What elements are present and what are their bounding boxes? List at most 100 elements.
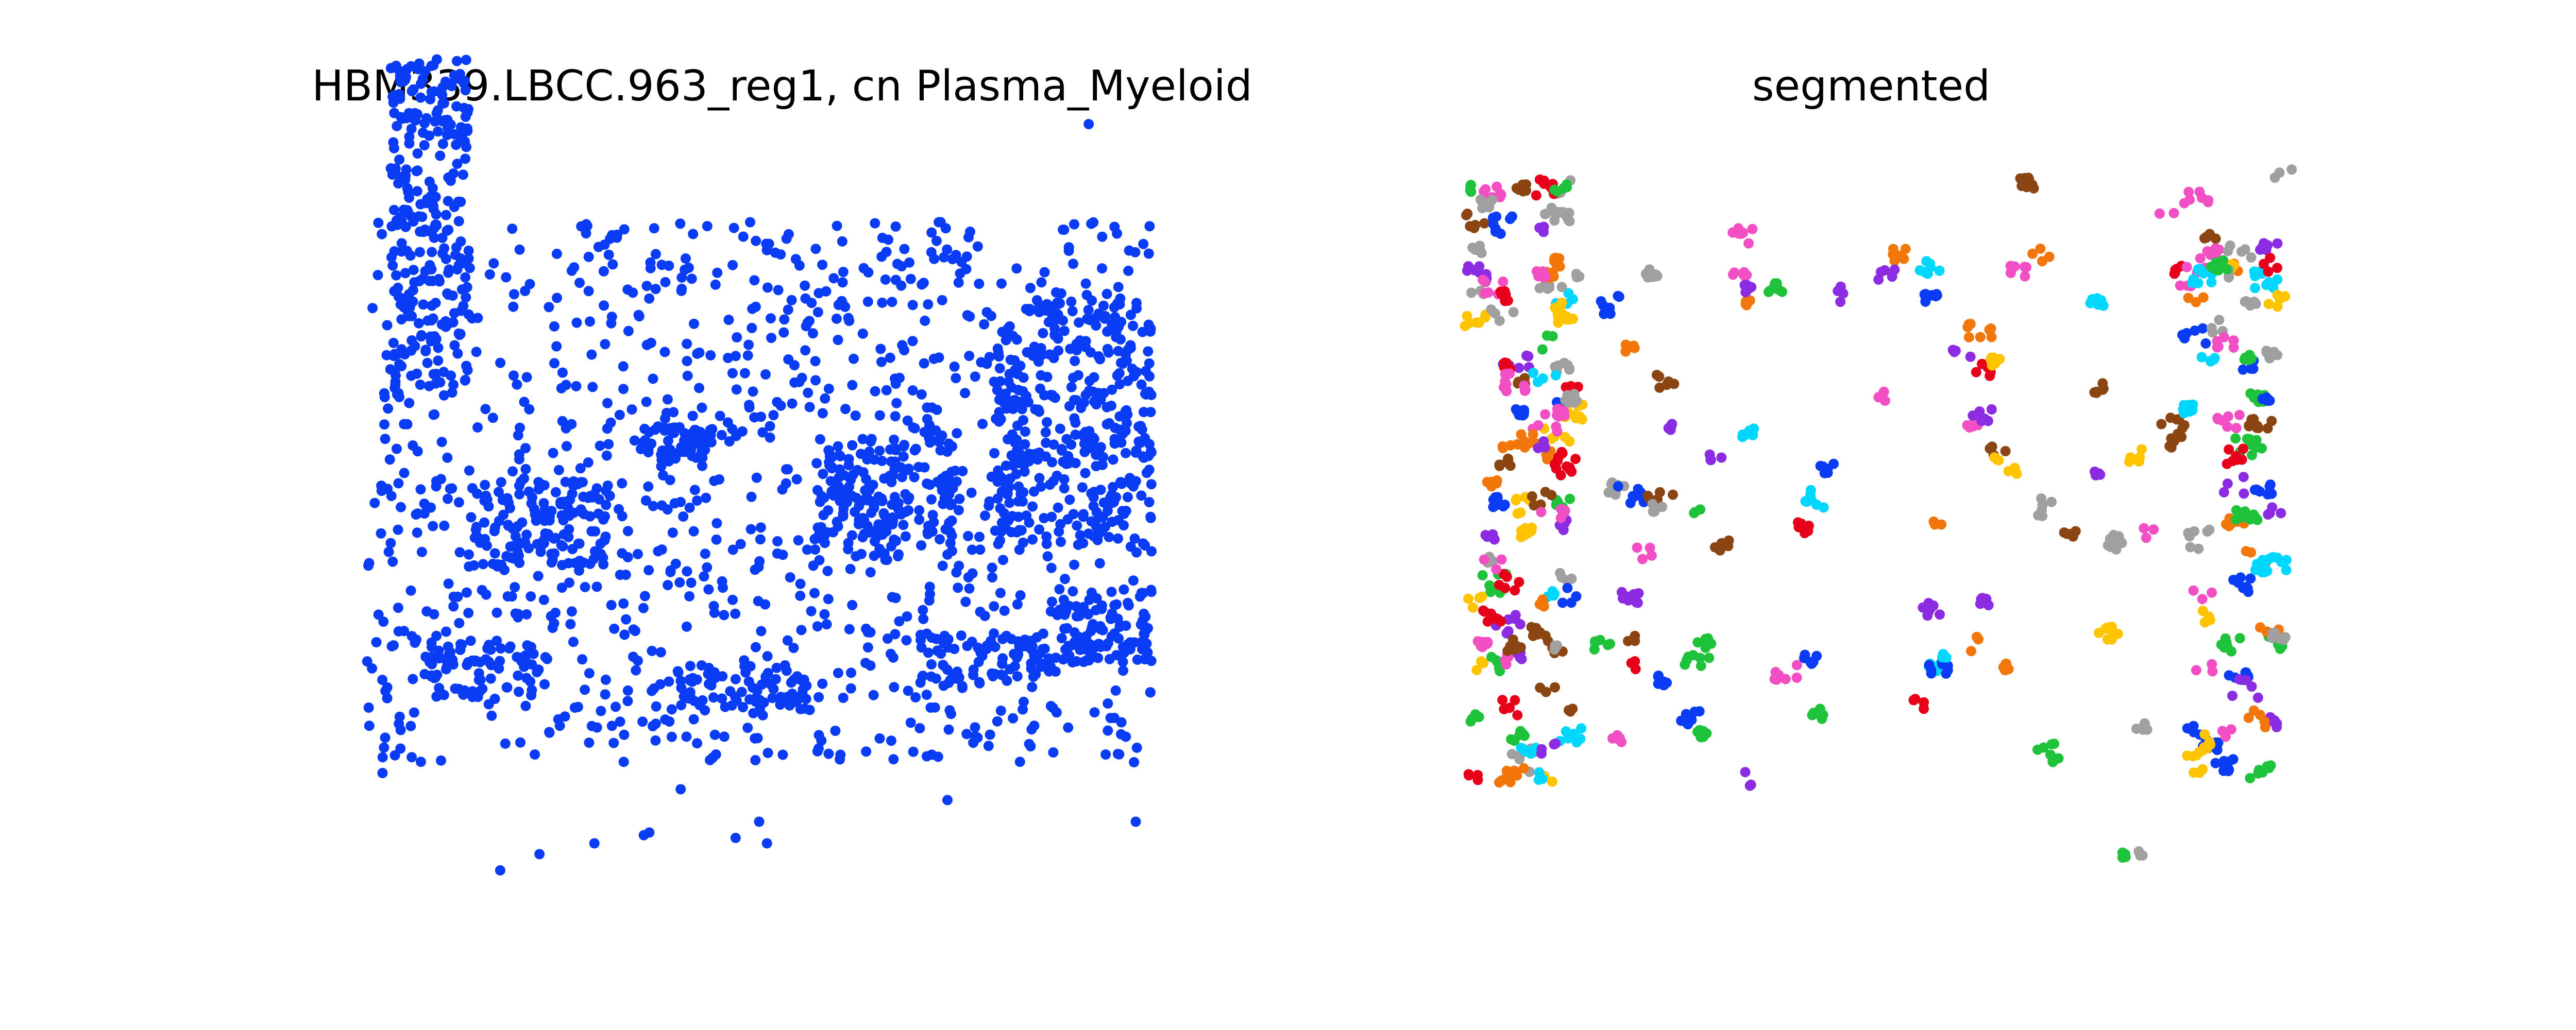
data-point [924,581,935,592]
data-point [412,527,422,538]
data-point [773,285,784,296]
data-point [807,328,818,339]
data-point [416,330,427,340]
data-point [433,126,443,137]
data-point [561,380,571,390]
data-point [965,226,975,237]
data-point [1113,533,1123,544]
segment-point [1510,695,1520,706]
segment-point [2272,301,2283,312]
data-point [1061,458,1072,469]
data-point [750,564,760,575]
data-point [833,667,843,678]
segment-point [1555,470,1566,480]
segment-point [1569,410,1580,420]
segment-point [1556,447,1567,457]
data-point [1019,466,1030,477]
data-point [1046,511,1057,522]
segment-point [1924,660,1935,671]
data-point [813,743,824,754]
data-point [1021,454,1031,465]
data-point [462,123,472,134]
data-point [883,234,894,245]
data-point [1143,248,1154,259]
segment-point [1531,623,1541,633]
data-point [376,480,387,491]
data-point [727,594,738,605]
data-point [1095,442,1106,453]
segment-point [1515,619,1526,630]
segment-point [1986,404,1997,415]
data-point [571,317,582,328]
data-point [1000,388,1011,399]
data-point [392,121,402,131]
data-point [373,609,384,620]
segment-point [2272,238,2283,249]
segment-point [1900,244,1911,254]
data-point [519,397,530,407]
data-point [875,344,886,354]
data-point [382,682,393,693]
data-point [453,196,464,207]
data-point [678,511,689,522]
data-point [1106,319,1117,330]
data-point [910,443,921,454]
data-point [647,685,657,696]
data-point [823,594,834,605]
data-point [967,544,977,555]
data-point [751,235,761,246]
data-point [810,375,821,386]
data-point [748,386,758,397]
data-point [1018,704,1028,715]
segment-point [1773,670,1784,681]
segment-point [1500,376,1511,387]
data-point [420,345,431,355]
segment-point [1822,468,1833,478]
data-point [428,203,439,214]
segment-point [1744,780,1755,791]
data-point [723,315,734,325]
segment-point [1508,307,1519,318]
data-point [660,277,671,287]
data-point [656,260,667,270]
segment-point [1512,508,1523,519]
data-point [926,402,937,413]
data-point [922,478,933,489]
data-point [515,737,526,748]
data-point [1114,368,1125,379]
segment-point [2102,622,2113,633]
data-point [889,434,900,445]
segment-point [1602,640,1613,650]
data-point [460,153,471,164]
data-point [756,411,766,422]
data-point [457,169,468,180]
data-point [514,489,525,500]
data-point [709,729,720,740]
data-point [840,404,851,415]
data-point [419,499,430,509]
data-point [1040,427,1051,438]
segment-point [1930,291,1941,302]
data-point [520,700,531,711]
data-point [851,551,861,562]
data-point [1092,535,1103,545]
segment-point [2222,641,2233,652]
data-point [925,702,936,713]
data-point [1114,317,1125,328]
segment-point [1818,502,1829,513]
data-point [687,410,698,421]
segment-point [1475,194,1486,205]
data-point [905,717,916,728]
data-point [1022,347,1032,357]
data-point [396,348,406,358]
data-point [580,684,590,695]
data-point [507,224,518,234]
data-point [1037,349,1048,360]
data-point [1129,757,1140,767]
data-point [1085,347,1096,358]
segment-point [1503,454,1514,465]
data-point [738,231,749,242]
data-point [1029,341,1040,352]
data-point [575,463,586,474]
segment-point [1546,490,1557,501]
